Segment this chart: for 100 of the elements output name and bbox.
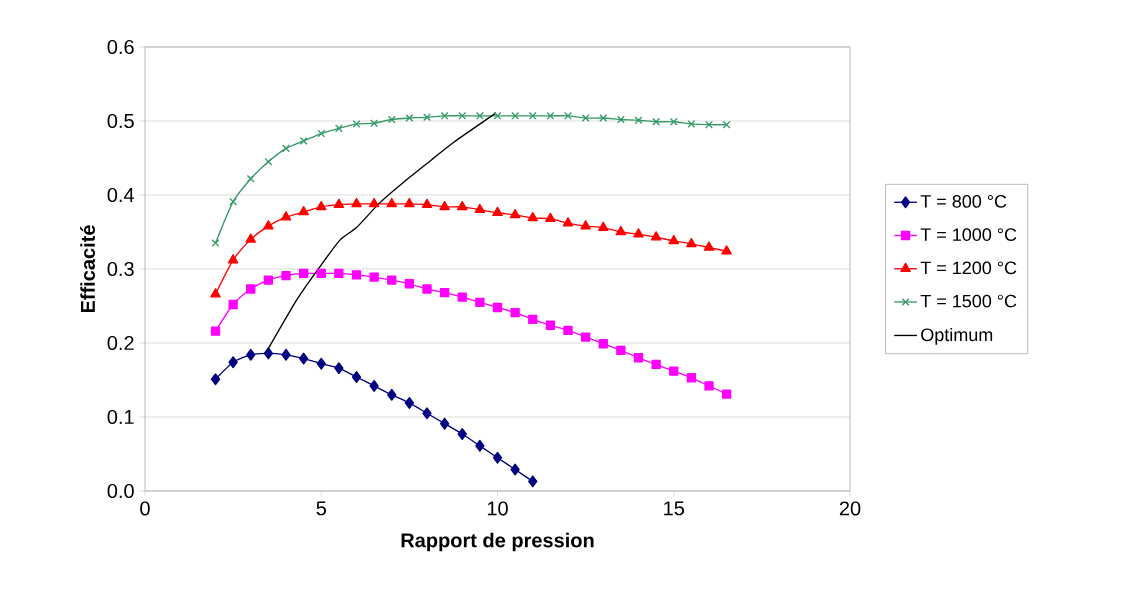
point <box>615 225 627 236</box>
point <box>598 339 608 349</box>
y-tick-label: 0.6 <box>107 39 134 55</box>
point <box>386 197 398 208</box>
point <box>281 348 291 361</box>
point <box>458 111 467 120</box>
point <box>298 268 309 279</box>
y-tick-label: 0.0 <box>107 483 134 499</box>
y-tick-label: 0.2 <box>107 335 134 351</box>
point <box>228 356 238 369</box>
point <box>316 268 326 279</box>
point <box>370 119 379 128</box>
point <box>562 217 574 227</box>
point <box>633 228 644 238</box>
point <box>387 275 397 285</box>
point <box>475 111 484 120</box>
point <box>211 239 220 248</box>
legend-label: T = 1200 °C <box>920 261 1017 275</box>
point <box>298 206 309 216</box>
point <box>352 119 361 128</box>
point <box>439 200 450 211</box>
point <box>368 197 380 208</box>
point <box>564 111 572 120</box>
point <box>439 288 450 298</box>
point <box>475 297 485 307</box>
point <box>705 120 713 129</box>
point <box>510 463 520 476</box>
y-tick-label: 0.3 <box>107 261 134 277</box>
point <box>616 115 625 124</box>
point <box>545 320 556 330</box>
point <box>422 407 432 420</box>
point <box>528 314 538 324</box>
point <box>546 111 555 120</box>
point <box>317 129 326 138</box>
point <box>246 174 255 183</box>
point <box>404 396 415 409</box>
point <box>509 208 521 219</box>
point <box>492 206 503 217</box>
point <box>422 284 432 294</box>
point <box>315 200 327 211</box>
point <box>333 198 345 208</box>
point <box>228 299 238 310</box>
point <box>281 270 291 281</box>
point <box>421 198 433 208</box>
point <box>440 111 449 120</box>
point <box>581 114 590 122</box>
point <box>668 234 680 245</box>
point <box>264 157 273 166</box>
point <box>722 120 731 129</box>
point <box>650 231 662 241</box>
point <box>669 366 679 376</box>
point <box>334 124 343 133</box>
point <box>404 279 415 289</box>
point <box>439 417 450 430</box>
point <box>282 144 290 153</box>
point <box>511 111 520 120</box>
x-tick-label: 20 <box>839 501 861 516</box>
point <box>227 254 239 264</box>
point <box>263 347 274 360</box>
x-tick-label: 10 <box>487 501 508 516</box>
legend-label: T = 1000 °C <box>920 228 1017 241</box>
point <box>475 439 485 452</box>
point <box>263 220 274 230</box>
point <box>299 137 308 145</box>
x-tick-label: 0 <box>140 501 150 516</box>
point <box>474 203 486 214</box>
point <box>527 211 539 222</box>
point <box>704 381 714 391</box>
point <box>457 428 467 441</box>
y-tick-label: 0.4 <box>107 187 135 203</box>
point <box>703 241 715 251</box>
point <box>210 288 221 298</box>
point <box>597 221 609 231</box>
point <box>351 270 362 280</box>
point <box>456 200 468 211</box>
point <box>528 111 537 120</box>
point <box>721 389 732 399</box>
point <box>528 475 538 488</box>
point <box>404 197 415 208</box>
point <box>316 357 326 370</box>
point <box>651 359 661 370</box>
point <box>652 117 661 126</box>
point <box>686 237 697 248</box>
point <box>616 345 626 356</box>
x-tick-label: 15 <box>664 501 685 516</box>
point <box>210 373 221 386</box>
point <box>634 116 643 125</box>
y-axis-title: Efficacité <box>80 225 95 313</box>
point <box>369 379 379 392</box>
point <box>280 211 292 221</box>
point <box>351 197 362 208</box>
legend-label: Optimum <box>921 327 993 345</box>
point <box>263 275 274 285</box>
point <box>633 353 644 363</box>
point <box>493 111 502 120</box>
point <box>423 113 431 122</box>
point <box>405 114 414 122</box>
point <box>369 272 379 282</box>
point <box>669 117 678 126</box>
point <box>721 245 732 255</box>
